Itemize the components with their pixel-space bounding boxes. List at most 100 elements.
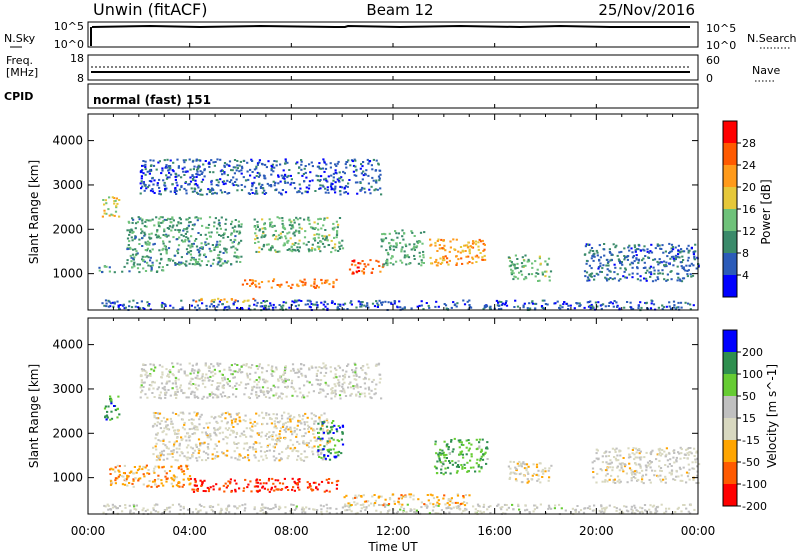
scatter-cell (323, 412, 326, 415)
scatter-cell (592, 250, 595, 252)
scatter-cell (284, 366, 287, 369)
scatter-cell (644, 271, 647, 274)
scatter-cell (182, 170, 185, 173)
scatter-cell (105, 212, 108, 215)
scatter-cell (554, 504, 557, 507)
scatter-cell (159, 193, 162, 196)
scatter-cell (382, 504, 385, 507)
scatter-cell (316, 245, 319, 248)
scatter-cell (171, 362, 174, 365)
scatter-cell (514, 254, 517, 257)
scatter-cell (275, 413, 278, 416)
scatter-cell (597, 267, 600, 270)
scatter-cell (678, 278, 681, 281)
scatter-cell (112, 468, 115, 471)
scatter-cell (192, 179, 195, 181)
scatter-cell (118, 307, 121, 310)
scatter-cell (270, 169, 273, 172)
scatter-cell (168, 453, 172, 456)
scatter-cell (447, 499, 450, 502)
scatter-cell (284, 191, 288, 194)
scatter-cell (318, 391, 321, 394)
scatter-cell (300, 160, 303, 163)
scatter-cell (195, 158, 198, 161)
scatter-cell (295, 505, 298, 508)
scatter-cell (328, 478, 331, 480)
scatter-cell (169, 394, 172, 397)
scatter-cell (586, 507, 590, 510)
scatter-cell (185, 248, 189, 251)
scatter-cell (201, 171, 204, 174)
scatter-cell (287, 455, 290, 458)
scatter-cell (437, 504, 440, 507)
scatter-cell (317, 241, 320, 244)
scatter-cell (181, 470, 184, 473)
scatter-cell (133, 466, 136, 468)
scatter-cell (289, 369, 293, 372)
scatter-cell (307, 216, 310, 219)
scatter-cell (321, 424, 324, 427)
scatter-cell (335, 369, 338, 371)
scatter-cell (187, 237, 190, 240)
scatter-cell (200, 242, 203, 245)
scatter-cell (342, 170, 345, 173)
scatter-cell (349, 301, 352, 304)
scatter-cell (263, 306, 266, 309)
scatter-cell (239, 454, 242, 457)
scatter-cell (145, 219, 148, 221)
scatter-cell (379, 169, 382, 172)
scatter-cell (643, 504, 647, 506)
scatter-cell (399, 259, 402, 262)
scatter-cell (457, 466, 460, 468)
scatter-cell (211, 505, 215, 508)
scatter-cell (457, 439, 460, 442)
scatter-cell (316, 165, 319, 168)
scatter-cell (359, 504, 362, 506)
scatter-cell (140, 228, 143, 231)
scatter-cell (690, 452, 693, 455)
scatter-cell (510, 271, 513, 274)
scatter-cell (207, 231, 211, 234)
scatter-cell (331, 389, 334, 392)
scatter-cell (380, 193, 383, 196)
scatter-cell (360, 367, 363, 370)
scatter-cell (217, 455, 220, 458)
scatter-cell (125, 479, 128, 482)
scatter-cell (169, 506, 172, 509)
scatter-cell (122, 304, 125, 307)
scatter-cell (215, 420, 218, 423)
scatter-cell (314, 190, 317, 192)
scatter-cell (213, 427, 216, 430)
scatter-cell (668, 463, 671, 465)
scatter-cell (106, 410, 109, 413)
scatter-cell (218, 257, 221, 260)
scatter-cell (175, 476, 178, 479)
scatter-cell (323, 419, 326, 422)
scatter-cell (297, 478, 300, 481)
scatter-cell (242, 487, 246, 490)
scatter-cell (273, 422, 276, 425)
scatter-cell (690, 246, 693, 249)
scatter-cell (234, 225, 237, 228)
scatter-cell (207, 242, 210, 245)
scatter-cell (401, 261, 404, 264)
scatter-cell (631, 251, 634, 254)
scatter-cell (216, 158, 219, 161)
scatter-cell (253, 420, 256, 423)
scatter-cell (165, 250, 168, 253)
scatter-cell (163, 218, 166, 221)
scatter-cell (111, 214, 114, 217)
scatter-cell (230, 220, 234, 223)
scatter-cell (257, 282, 261, 285)
scatter-cell (325, 237, 328, 240)
scatter-cell (400, 505, 403, 508)
scatter-cell (201, 431, 204, 434)
scatter-cell (657, 448, 660, 451)
scatter-cell (283, 381, 286, 384)
scatter-cell (148, 184, 151, 187)
scatter-cell (516, 462, 519, 465)
scatter-cell (325, 425, 329, 428)
scatter-cell (296, 283, 299, 286)
scatter-cell (386, 264, 389, 267)
